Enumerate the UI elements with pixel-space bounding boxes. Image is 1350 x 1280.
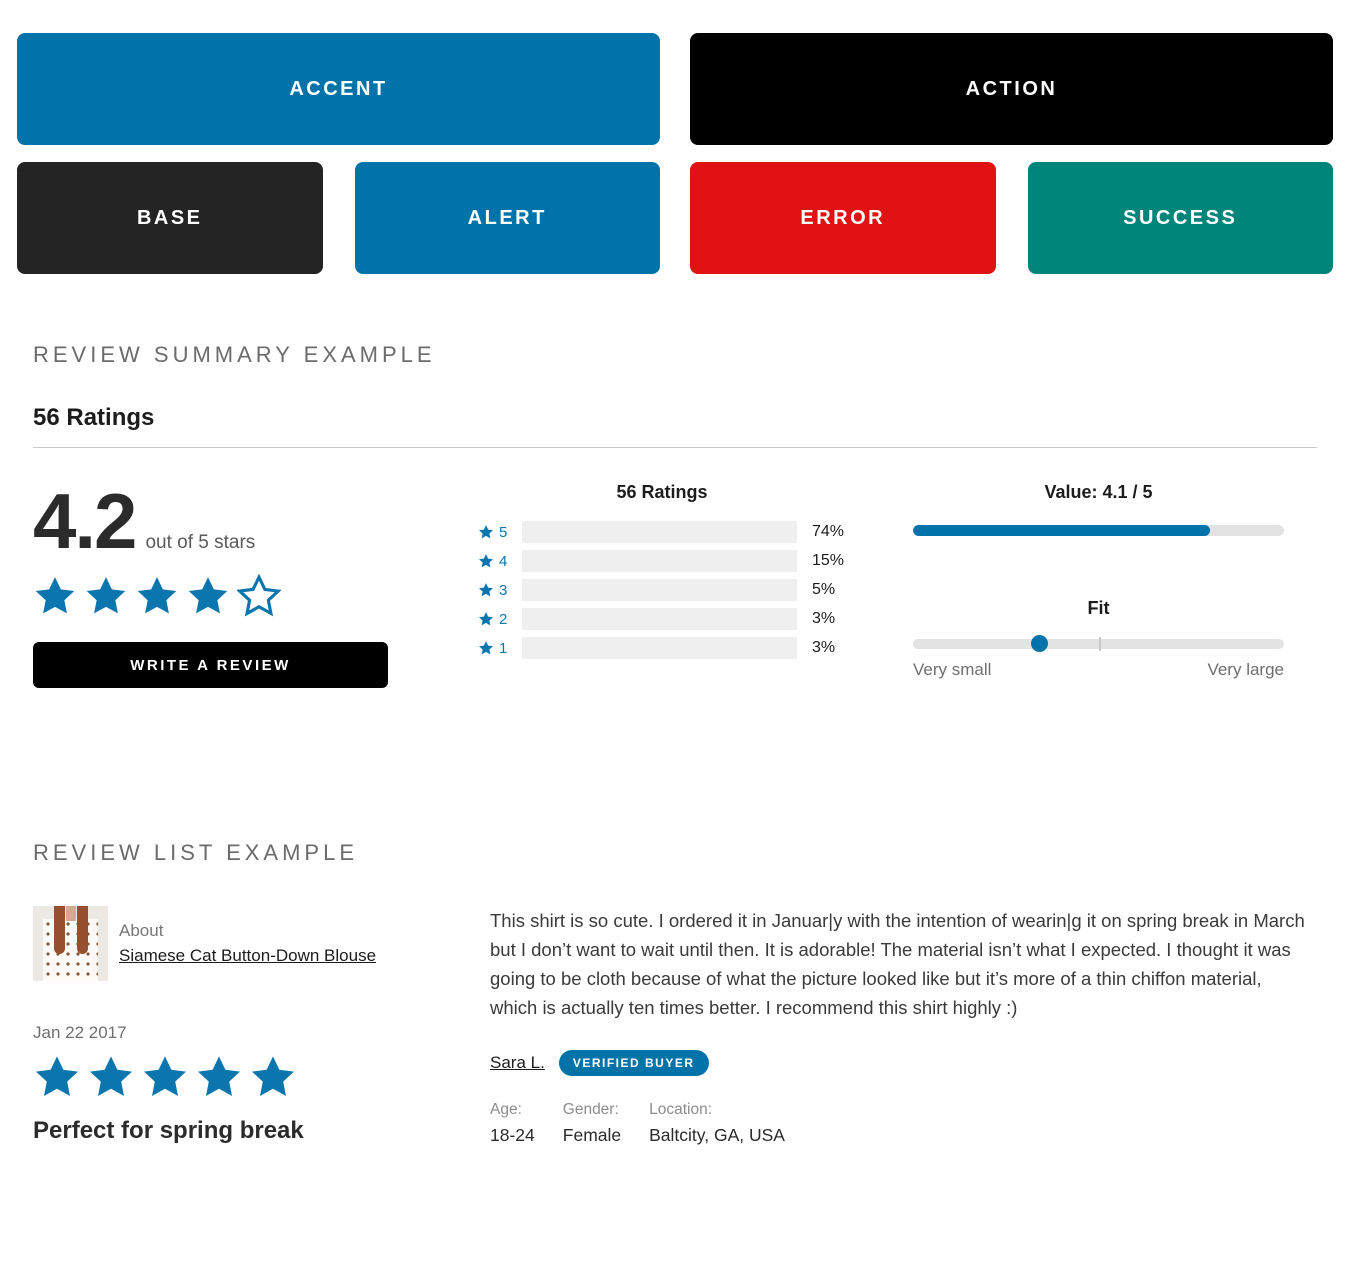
about-label: About [119, 921, 164, 940]
star-icon [186, 574, 230, 618]
reviewer-link[interactable]: Sara L. [490, 1053, 545, 1072]
reviewer-meta: Age: 18-24 Gender: Female Location: Balt… [490, 1101, 1305, 1146]
product-link[interactable]: Siamese Cat Button-Down Blouse [119, 946, 377, 965]
histogram-bar [522, 637, 797, 659]
swatch-base-label: BASE [136, 206, 203, 229]
star-icon [33, 574, 77, 618]
histogram-percent: 74% [812, 523, 845, 540]
score-suffix: out of 5 stars [145, 532, 256, 553]
review-list-section: REVIEW LIST EXAMPLE About Siamese Cat Bu… [0, 840, 1350, 1146]
histogram-row-5: 5 74% [478, 521, 846, 543]
value-meter-fill [913, 525, 1210, 536]
fit-slider-track [913, 635, 1284, 652]
model-neck-art [66, 906, 76, 921]
star-icon [249, 1053, 297, 1101]
review-summary-title: REVIEW SUMMARY EXAMPLE [33, 342, 436, 367]
star-icon [135, 574, 179, 618]
average-star-rating [33, 574, 478, 618]
swatch-base[interactable]: BASE [17, 162, 323, 274]
palette-swatches: ACCENT ACTION BASE ALERT ERROR SUCCESS [0, 0, 1350, 274]
review-list-title: REVIEW LIST EXAMPLE [33, 840, 359, 865]
histogram-percent: 15% [812, 552, 845, 569]
histogram-percent: 5% [812, 581, 836, 598]
histogram-percent: 3% [812, 639, 836, 656]
star-icon [478, 524, 494, 540]
swatch-error-label: ERROR [800, 206, 886, 229]
star-icon [195, 1053, 243, 1101]
swatch-accent-label: ACCENT [289, 77, 388, 100]
histogram-row-3: 3 5% [478, 579, 846, 601]
star-icon [33, 1053, 81, 1101]
review-date: Jan 22 2017 [33, 1023, 127, 1042]
ratings-count-heading: 56 Ratings [33, 404, 155, 431]
fit-slider-midpoint-tick [1098, 637, 1101, 651]
swatch-action-label: ACTION [965, 77, 1058, 100]
star-icon [84, 574, 128, 618]
histogram-row-4: 4 15% [478, 550, 846, 572]
star-icon [478, 611, 494, 627]
swatch-accent[interactable]: ACCENT [17, 33, 660, 145]
histogram-bar [522, 579, 797, 601]
review-body-text: This shirt is so cute. I ordered it in J… [490, 910, 1305, 1018]
swatch-success-label: SUCCESS [1123, 206, 1238, 229]
value-meter-track [913, 525, 1284, 536]
meters-column: Value: 4.1 / 5 Fit Very small Very large [913, 482, 1284, 688]
divider [33, 447, 1317, 448]
verified-buyer-badge: VERIFIED BUYER [558, 1050, 709, 1076]
average-score: 4.2 [33, 477, 137, 565]
write-review-button[interactable]: WRITE A REVIEW [33, 642, 388, 688]
histogram-row-2: 2 3% [478, 608, 846, 630]
histogram-row-1: 1 3% [478, 637, 846, 659]
ratings-histogram: 56 Ratings 5 74% 4 15% 3 5% 2 3% [478, 482, 846, 688]
star-icon [141, 1053, 189, 1101]
star-icon [478, 553, 494, 569]
fit-right-label: Very large [1207, 660, 1284, 679]
meta-age: Age: 18-24 [490, 1101, 535, 1145]
meta-location: Location: Baltcity, GA, USA [649, 1101, 785, 1145]
star-icon [478, 582, 494, 598]
partial-star-icon [237, 574, 281, 618]
histogram-bar [522, 550, 797, 572]
histogram-title: 56 Ratings [616, 482, 708, 502]
value-meter-title: Value: 4.1 / 5 [1044, 482, 1153, 502]
swatch-alert-label: ALERT [467, 206, 547, 229]
product-thumbnail[interactable] [33, 906, 108, 981]
swatch-alert[interactable]: ALERT [354, 162, 660, 274]
score-column: 4.2 out of 5 stars WRITE A REVIEW [33, 482, 478, 688]
swatch-error[interactable]: ERROR [690, 162, 996, 274]
meta-gender: Gender: Female [562, 1101, 622, 1145]
fit-left-label: Very small [913, 660, 992, 679]
review-meta-column: About Siamese Cat Button-Down Blouse Jan… [33, 906, 490, 1146]
model-hair-art [77, 906, 88, 954]
blouse-image-art [43, 919, 98, 981]
star-icon [478, 640, 494, 656]
review-title: Perfect for spring break [33, 1117, 304, 1144]
review-star-rating [33, 1053, 490, 1101]
histogram-bar [522, 521, 797, 543]
swatch-success[interactable]: SUCCESS [1027, 162, 1333, 274]
model-hair-art [54, 906, 65, 954]
star-icon [87, 1053, 135, 1101]
histogram-percent: 3% [812, 610, 836, 627]
fit-meter-title: Fit [1087, 598, 1110, 618]
swatch-action[interactable]: ACTION [690, 33, 1333, 145]
fit-slider-dot [1031, 635, 1049, 652]
review-summary-section: REVIEW SUMMARY EXAMPLE 56 Ratings 4.2 ou… [0, 342, 1350, 688]
review-body-column: This shirt is so cute. I ordered it in J… [490, 906, 1317, 1146]
histogram-bar [522, 608, 797, 630]
